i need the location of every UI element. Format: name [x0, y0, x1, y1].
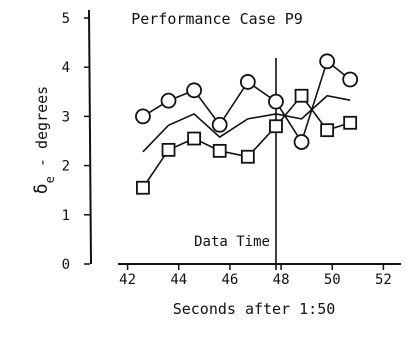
x-tick-label: 50 [324, 272, 341, 288]
x-axis-label: Seconds after 1:50 [173, 300, 336, 318]
series-plain [142, 94, 351, 153]
x-tick-label: 42 [119, 272, 136, 288]
y-axis-label-sub: e [43, 176, 57, 183]
series-line [142, 94, 351, 189]
square-marker [240, 149, 255, 164]
y-ticks: 0 1 2 3 4 5 [62, 11, 90, 273]
square-marker [136, 180, 150, 195]
y-tick-label: 1 [62, 208, 70, 224]
square-marker [269, 119, 283, 134]
circle-marker [211, 116, 228, 133]
series-circle [135, 53, 359, 150]
y-axis: 0 1 2 3 4 5 [62, 9, 92, 273]
y-tick-label: 2 [62, 159, 70, 175]
x-ticks: 42 44 46 48 50 52 [119, 264, 392, 288]
x-tick-label: 52 [375, 272, 392, 288]
x-tick-label: 46 [221, 272, 238, 288]
x-axis: 42 44 46 48 50 52 [118, 263, 401, 288]
square-marker [320, 123, 335, 138]
y-tick-label: 4 [62, 60, 70, 76]
series-square [136, 88, 358, 195]
y-tick-label: 3 [62, 109, 70, 125]
x-tick-label: 44 [170, 272, 187, 288]
y-tick-label: 0 [62, 257, 70, 273]
circle-marker [239, 74, 256, 90]
y-axis-label-rest: - degrees [33, 86, 51, 176]
x-tick-label: 48 [273, 272, 290, 288]
y-axis-line [88, 9, 92, 265]
circle-marker [319, 53, 336, 70]
series-group [135, 53, 359, 195]
square-marker [212, 143, 227, 158]
circle-marker [186, 82, 203, 99]
circle-marker [342, 71, 359, 88]
series-line [142, 94, 351, 153]
y-axis-label-main: δ [31, 183, 52, 194]
circle-marker [135, 108, 151, 125]
y-axis-label: δe - degrees [31, 86, 57, 194]
circle-marker [293, 134, 310, 150]
y-tick-label: 5 [62, 11, 70, 27]
square-marker [343, 115, 358, 130]
chart-title: Performance Case P9 [131, 10, 303, 28]
square-marker [187, 131, 202, 146]
circle-marker [268, 93, 284, 110]
circle-marker [160, 92, 177, 109]
data-time-label: Data Time [194, 234, 270, 250]
square-marker [294, 88, 309, 103]
square-marker [161, 142, 176, 157]
